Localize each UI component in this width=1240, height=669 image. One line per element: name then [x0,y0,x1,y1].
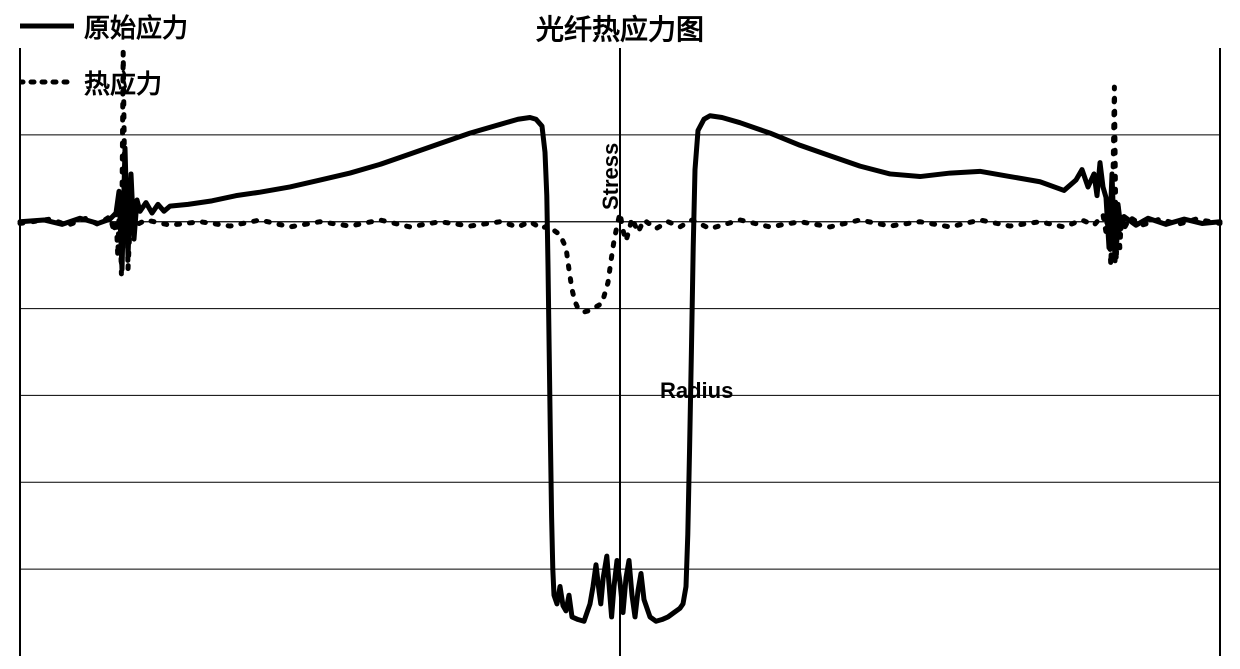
legend: 原始应力热应力 [20,6,188,102]
legend-item-original: 原始应力 [20,6,188,46]
x-axis-label: Radius [660,378,733,404]
y-axis-label: Stress [598,143,624,210]
fiber-thermal-stress-chart: 光纤热应力图 原始应力热应力 Radius Stress [0,0,1240,669]
legend-item-thermal: 热应力 [20,62,188,102]
legend-label-original: 原始应力 [84,8,188,45]
legend-swatch-original [20,16,74,36]
legend-swatch-thermal [20,72,74,92]
legend-label-thermal: 热应力 [84,64,162,101]
